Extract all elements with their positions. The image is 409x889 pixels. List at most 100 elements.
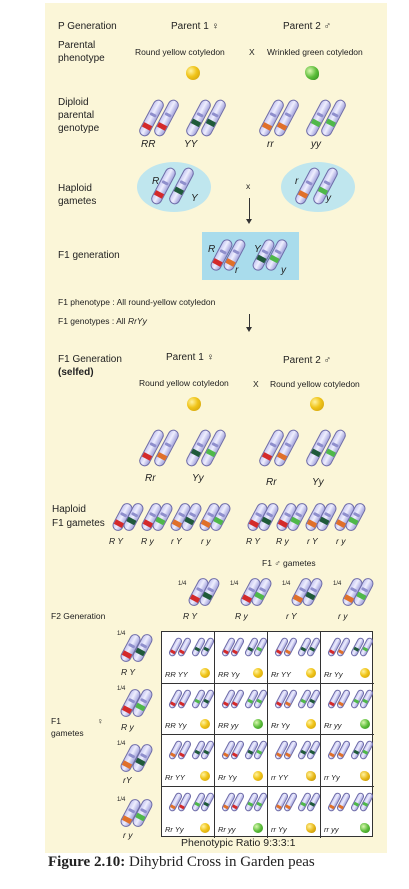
punnett-cell: Rr Yy xyxy=(162,786,216,838)
round-yellow-pea xyxy=(187,397,201,411)
fraction-label: 1/4 xyxy=(117,686,126,692)
cross-symbol: X xyxy=(249,47,255,57)
round-yellow-pea xyxy=(200,770,210,781)
round-yellow-pea xyxy=(200,719,210,729)
gamete-label: r Y xyxy=(171,536,182,546)
punnett-cell: Rr Yy xyxy=(268,683,322,735)
fraction-label: 1/4 xyxy=(333,581,342,587)
figure-caption: Figure 2.10: Dihybrid Cross in Garden pe… xyxy=(48,854,315,870)
wrinkled-yellow-pea xyxy=(360,770,370,781)
genotype-rr: rr xyxy=(267,139,274,150)
genotype-label: Rr YY xyxy=(271,669,291,679)
genotype-label: rr yy xyxy=(324,825,339,834)
genotype-label: RR YY xyxy=(165,669,188,679)
round-yellow-pea xyxy=(253,770,263,781)
genotype-RR: RR xyxy=(141,139,156,150)
round-yellow-pea xyxy=(200,667,210,678)
parent1-label: Parent 1 ♀ xyxy=(171,21,220,32)
down-arrow-icon xyxy=(246,314,252,332)
wrinkled-green-pea xyxy=(360,823,370,833)
round-yellow-pea xyxy=(253,667,263,678)
fraction-label: 1/4 xyxy=(178,581,187,587)
genotype-label: Rr Yy xyxy=(271,721,290,730)
male-gamete-label: R Y xyxy=(183,611,198,621)
punnett-square: RR YY RR Yy Rr YY Rr Yy RR Yy RR yy Rr Yy Rr yy… xyxy=(161,631,375,839)
genotype-label: Rr Yy xyxy=(218,772,237,782)
male-gametes-label: F1 ♂ gametes xyxy=(262,558,316,568)
f1-allele-Y: Y xyxy=(254,244,261,255)
selfed-label: (selfed) xyxy=(58,367,94,378)
genotype-label: Rr Yy xyxy=(324,669,343,679)
punnett-cell: rr yy xyxy=(321,787,375,839)
punnett-cell: RR Yy xyxy=(215,632,269,684)
wrinkled-yellow-pea xyxy=(306,770,316,781)
genotype-YY: YY xyxy=(184,139,198,150)
haploid-f1-label-1: Haploid xyxy=(52,504,86,515)
wrinkled-green-pea xyxy=(305,66,319,80)
haploid-f1-label-2: F1 gametes xyxy=(52,518,105,529)
male-gamete-label: R y xyxy=(235,611,248,621)
allele-Y: Y xyxy=(191,193,198,204)
punnett-cell: rr Yy xyxy=(321,735,375,787)
f1-genotype-text: F1 genotypes : All RrYy xyxy=(58,316,147,326)
genotype-label: Rr YY xyxy=(165,772,185,782)
genotype-label: rr YY xyxy=(271,772,288,782)
f2-generation-label: F2 Generation xyxy=(51,611,106,621)
parent2-phenotype: Wrinkled green cotyledon xyxy=(267,47,363,57)
parental-phenotype-label-2: phenotype xyxy=(58,53,105,64)
round-yellow-pea xyxy=(306,719,316,729)
punnett-cell: Rr YY xyxy=(268,632,322,684)
selfed-p1-genotype-a: Rr xyxy=(145,473,156,484)
genotype-label: RR yy xyxy=(218,721,239,730)
fraction-label: 1/4 xyxy=(282,581,291,587)
male-gamete-label: r y xyxy=(338,611,348,621)
punnett-cell: Rr Yy xyxy=(321,632,375,684)
genotype-label: rr Yy xyxy=(324,772,340,782)
round-yellow-pea xyxy=(200,823,210,833)
f1-allele-r: r xyxy=(235,265,239,276)
fraction-label: 1/4 xyxy=(230,581,239,587)
genotype-label: RR Yy xyxy=(165,721,187,730)
punnett-cell: Rr Yy xyxy=(215,735,269,787)
punnett-cell: Rr yy xyxy=(215,786,269,838)
allele-y: y xyxy=(326,193,331,204)
allele-R: R xyxy=(152,176,160,187)
round-yellow-pea xyxy=(360,667,370,678)
genotype-yy: yy xyxy=(311,139,321,150)
selfed-p2-genotype-a: Rr xyxy=(266,477,277,488)
wrinkled-yellow-pea xyxy=(306,823,316,833)
gamete-label: R y xyxy=(276,536,289,546)
selfed-p1-genotype-b: Yy xyxy=(192,473,204,484)
p-generation-label: P Generation xyxy=(58,21,117,32)
female-gamete-label: R Y xyxy=(121,667,136,677)
round-green-pea xyxy=(360,719,370,729)
genotype-label: rr Yy xyxy=(271,825,287,834)
gamete-label: R y xyxy=(141,536,154,546)
diploid-label-3: genotype xyxy=(58,123,100,134)
phenotypic-ratio: Phenotypic Ratio 9:3:3:1 xyxy=(181,837,296,849)
round-yellow-pea xyxy=(186,66,200,80)
gamete-cross-symbol: x xyxy=(246,181,251,191)
round-yellow-pea xyxy=(310,397,324,411)
gamete-label: R Y xyxy=(246,536,261,546)
f1-allele-R: R xyxy=(208,244,216,255)
gamete-label: r Y xyxy=(307,536,318,546)
f1-generation-label: F1 generation xyxy=(58,250,120,261)
female-gamete-label: r y xyxy=(123,830,133,840)
punnett-cell: Rr YY xyxy=(162,735,216,787)
punnett-cell: rr Yy xyxy=(268,786,322,838)
punnett-cell: RR YY xyxy=(162,632,216,684)
round-green-pea xyxy=(253,719,263,729)
fraction-label: 1/4 xyxy=(117,631,126,637)
haploid-label-1: Haploid xyxy=(58,183,92,194)
genotype-label: Rr yy xyxy=(218,825,236,834)
genotype-label: Rr Yy xyxy=(165,825,184,834)
male-gamete-label: r Y xyxy=(286,611,297,621)
gamete-label: r y xyxy=(336,536,346,546)
selfed-parent1-phenotype: Round yellow cotyledon xyxy=(139,378,229,388)
selfed-cross-symbol: X xyxy=(253,379,259,389)
selfed-parent1-label: Parent 1 ♀ xyxy=(166,352,215,363)
female-gamete-label: rY xyxy=(123,775,132,785)
down-arrow-icon xyxy=(246,198,252,224)
